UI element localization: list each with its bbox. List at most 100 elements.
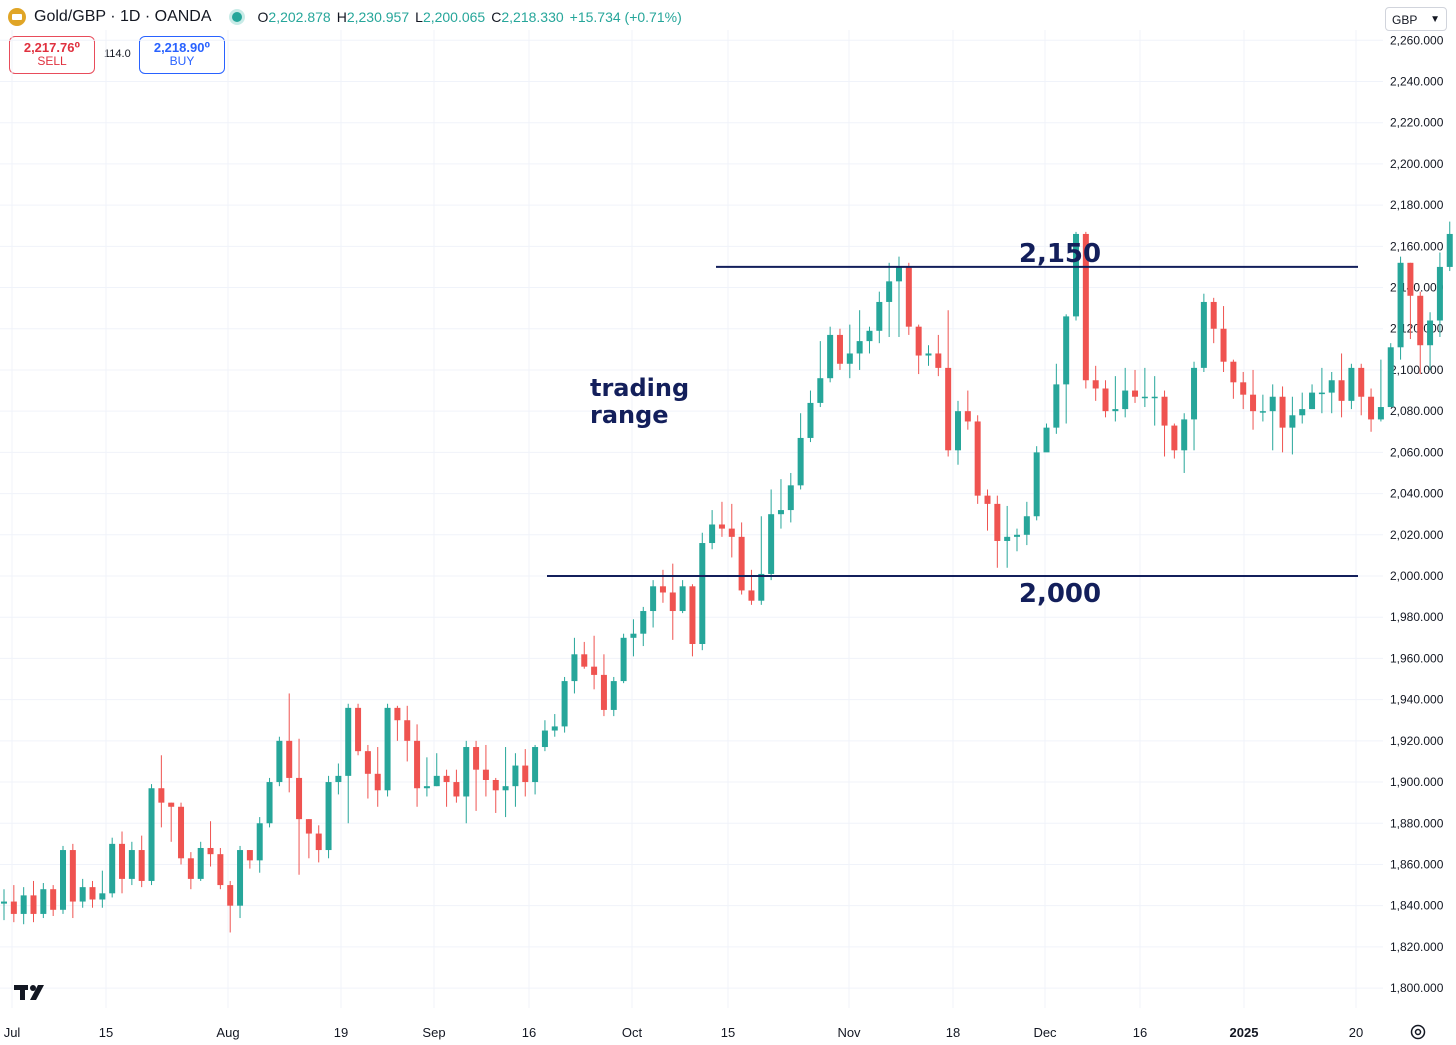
candle-body[interactable] <box>276 740 283 783</box>
candle-body[interactable] <box>1427 320 1434 346</box>
candle-body[interactable] <box>1299 409 1306 416</box>
candle-body[interactable] <box>1348 367 1355 401</box>
candle-body[interactable] <box>728 528 735 537</box>
candle-body[interactable] <box>1436 266 1443 321</box>
sell-button[interactable]: 2,217.76⁰ SELL <box>9 36 95 74</box>
candle-body[interactable] <box>1092 380 1099 389</box>
candle-body[interactable] <box>1073 233 1080 317</box>
candle-body[interactable] <box>119 843 126 879</box>
candle-body[interactable] <box>1191 367 1198 420</box>
candle-body[interactable] <box>876 301 883 331</box>
candle-body[interactable] <box>1358 367 1365 397</box>
candle-body[interactable] <box>748 590 755 601</box>
candle-body[interactable] <box>69 850 76 902</box>
candle-body[interactable] <box>1377 407 1384 420</box>
candle-body[interactable] <box>984 495 991 504</box>
candle-body[interactable] <box>974 421 981 496</box>
candle-body[interactable] <box>148 788 155 881</box>
candle-body[interactable] <box>158 788 165 803</box>
candle-body[interactable] <box>79 887 86 902</box>
candle-body[interactable] <box>168 802 175 807</box>
candle-body[interactable] <box>650 586 657 612</box>
candle-body[interactable] <box>40 889 47 914</box>
candle-body[interactable] <box>925 353 932 356</box>
candle-body[interactable] <box>797 437 804 486</box>
candle-body[interactable] <box>1250 394 1257 412</box>
candle-body[interactable] <box>1200 301 1207 368</box>
tradingview-logo-icon[interactable] <box>14 982 50 1002</box>
candle-body[interactable] <box>1122 390 1129 410</box>
candle-body[interactable] <box>758 573 765 601</box>
candle-body[interactable] <box>1063 316 1070 385</box>
candle-body[interactable] <box>1387 347 1394 408</box>
candle-body[interactable] <box>1289 415 1296 428</box>
candle-body[interactable] <box>1230 361 1237 383</box>
candle-body[interactable] <box>1181 419 1188 451</box>
candle-body[interactable] <box>1407 262 1414 296</box>
candle-body[interactable] <box>1141 396 1148 399</box>
candle-body[interactable] <box>1309 392 1316 410</box>
candle-body[interactable] <box>1269 396 1276 412</box>
candle-body[interactable] <box>935 353 942 368</box>
candle-body[interactable] <box>669 592 676 612</box>
candle-body[interactable] <box>522 765 529 783</box>
candle-body[interactable] <box>197 847 204 879</box>
candle-body[interactable] <box>915 326 922 356</box>
candle-body[interactable] <box>463 747 470 797</box>
candle-body[interactable] <box>364 751 371 774</box>
candle-body[interactable] <box>1082 233 1089 381</box>
candle-body[interactable] <box>1023 516 1030 535</box>
candle-body[interactable] <box>433 775 440 787</box>
candle-body[interactable] <box>610 681 617 710</box>
candle-body[interactable] <box>856 341 863 354</box>
candle-body[interactable] <box>689 586 696 644</box>
candle-body[interactable] <box>551 726 558 731</box>
candle-body[interactable] <box>581 654 588 667</box>
candle-body[interactable] <box>600 674 607 710</box>
candle-body[interactable] <box>443 775 450 783</box>
candle-body[interactable] <box>866 330 873 342</box>
candle-body[interactable] <box>1161 396 1168 426</box>
candle-body[interactable] <box>305 819 312 834</box>
candle-body[interactable] <box>384 707 391 791</box>
candle-body[interactable] <box>217 854 224 886</box>
candle-body[interactable] <box>374 773 381 791</box>
candle-body[interactable] <box>315 833 322 851</box>
candle-body[interactable] <box>709 524 716 544</box>
candle-body[interactable] <box>502 786 509 791</box>
candle-body[interactable] <box>1151 396 1158 399</box>
candle-body[interactable] <box>561 681 568 727</box>
candle-body[interactable] <box>207 847 214 855</box>
candle-body[interactable] <box>404 720 411 741</box>
candle-body[interactable] <box>1112 409 1119 412</box>
candle-body[interactable] <box>954 411 961 451</box>
candle-body[interactable] <box>482 769 489 780</box>
candle-body[interactable] <box>30 895 37 914</box>
candle-body[interactable] <box>128 850 135 879</box>
candle-body[interactable] <box>1279 396 1286 428</box>
candle-body[interactable] <box>109 843 116 894</box>
candle-body[interactable] <box>1014 534 1021 537</box>
candle-body[interactable] <box>807 402 814 438</box>
candle-body[interactable] <box>237 850 244 906</box>
candle-body[interactable] <box>1220 328 1227 362</box>
candle-body[interactable] <box>1446 233 1453 267</box>
candle-body[interactable] <box>777 510 784 515</box>
candle-body[interactable] <box>905 266 912 327</box>
candle-body[interactable] <box>630 633 637 638</box>
candle-body[interactable] <box>187 858 194 879</box>
candle-body[interactable] <box>1328 380 1335 393</box>
candle-body[interactable] <box>178 806 185 859</box>
candle-body[interactable] <box>138 850 145 881</box>
currency-select[interactable]: GBP ▼ <box>1385 7 1447 31</box>
candle-body[interactable] <box>1033 452 1040 517</box>
candle-body[interactable] <box>50 889 57 910</box>
candle-body[interactable] <box>659 586 666 593</box>
candle-body[interactable] <box>256 823 263 861</box>
candle-body[interactable] <box>266 782 273 824</box>
candle-body[interactable] <box>591 666 598 675</box>
candle-body[interactable] <box>414 740 421 789</box>
candle-body[interactable] <box>512 765 519 787</box>
candle-body[interactable] <box>620 637 627 682</box>
